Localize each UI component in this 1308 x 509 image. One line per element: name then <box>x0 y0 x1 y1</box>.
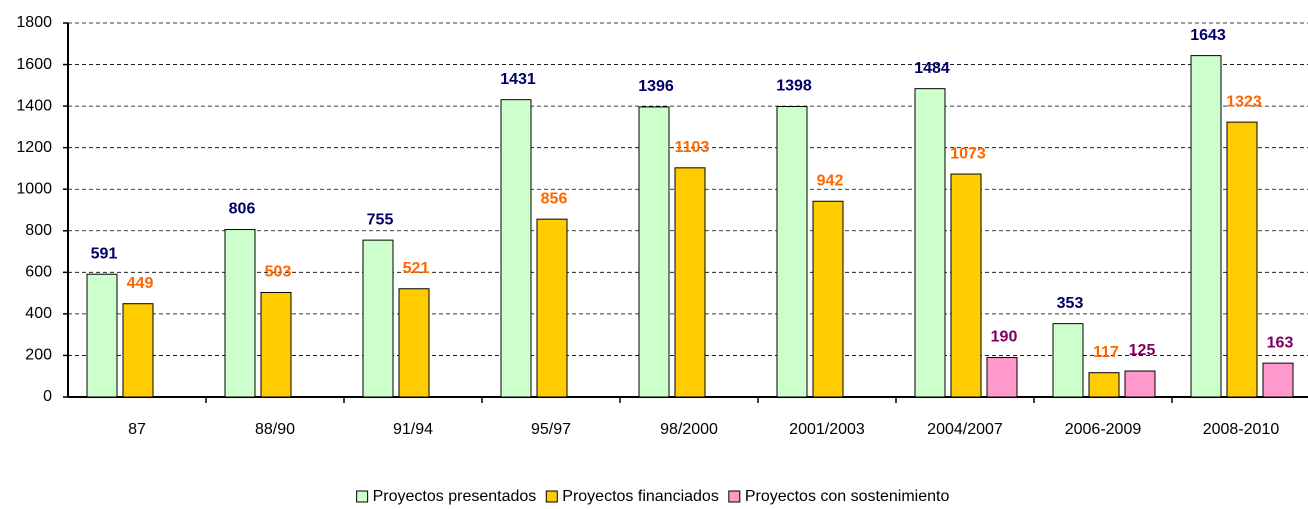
data-label: 503 <box>265 264 292 281</box>
data-label: 1396 <box>638 78 674 95</box>
y-tick-label: 600 <box>25 264 52 281</box>
legend: Proyectos presentados Proyectos financiad… <box>356 488 950 505</box>
data-label: 591 <box>91 245 118 262</box>
bar <box>536 218 568 398</box>
data-label: 1643 <box>1190 27 1226 44</box>
legend-label: Proyectos presentados <box>373 488 537 505</box>
bar <box>398 288 430 398</box>
data-label: 117 <box>1093 344 1119 361</box>
legend-swatch <box>545 490 558 503</box>
bar <box>362 239 394 398</box>
bar <box>1088 372 1120 398</box>
data-label: 521 <box>403 260 430 277</box>
data-label: 163 <box>1267 334 1294 351</box>
data-label: 1484 <box>914 60 950 77</box>
y-tick-label: 0 <box>43 388 52 405</box>
bar <box>500 99 532 398</box>
bar <box>776 106 808 398</box>
bar <box>1124 370 1156 398</box>
data-label: 806 <box>229 201 256 218</box>
x-tick-label: 2006-2009 <box>1065 421 1142 438</box>
bar <box>224 229 256 398</box>
data-label: 1073 <box>950 145 986 162</box>
y-tick-label: 800 <box>25 222 52 239</box>
bar <box>122 303 154 398</box>
y-tick-label: 1600 <box>16 56 52 73</box>
x-tick-label: 87 <box>128 421 146 438</box>
bar <box>638 106 670 398</box>
data-label: 755 <box>367 211 394 228</box>
data-label: 942 <box>817 172 844 189</box>
bar <box>1226 121 1258 398</box>
y-tick-label: 1800 <box>16 14 52 31</box>
x-tick-label: 2008-2010 <box>1203 421 1280 438</box>
bar <box>1052 323 1084 398</box>
bar <box>86 273 118 398</box>
bar <box>914 88 946 398</box>
bar <box>260 291 292 398</box>
data-label: 125 <box>1129 342 1156 359</box>
data-label: 190 <box>991 329 1018 346</box>
data-label: 1398 <box>776 78 812 95</box>
legend-swatch <box>728 490 741 503</box>
legend-swatch <box>356 490 369 503</box>
x-tick-label: 91/94 <box>393 421 433 438</box>
data-label: 1431 <box>500 71 536 88</box>
y-tick-label: 1400 <box>16 97 52 114</box>
x-tick-label: 95/97 <box>531 421 571 438</box>
data-label: 1103 <box>675 139 710 156</box>
x-tick-label: 2001/2003 <box>789 421 865 438</box>
x-tick-label: 98/2000 <box>660 421 718 438</box>
y-tick-label: 400 <box>25 305 52 322</box>
data-label: 449 <box>127 275 154 292</box>
bar <box>986 357 1018 398</box>
x-tick-label: 88/90 <box>255 421 295 438</box>
legend-label: Proyectos financiados <box>562 488 719 505</box>
x-tick-label: 2004/2007 <box>927 421 1003 438</box>
data-label: 1323 <box>1226 93 1262 110</box>
bar <box>1262 362 1294 398</box>
bar <box>812 200 844 398</box>
y-tick-label: 1000 <box>16 180 52 197</box>
bar <box>950 173 982 398</box>
bar <box>1190 55 1222 398</box>
bar <box>674 167 706 398</box>
data-label: 856 <box>541 190 568 207</box>
data-label: 353 <box>1057 295 1084 312</box>
legend-label: Proyectos con sostenimiento <box>745 488 950 505</box>
y-tick-label: 200 <box>25 347 52 364</box>
y-tick-label: 1200 <box>16 139 52 156</box>
